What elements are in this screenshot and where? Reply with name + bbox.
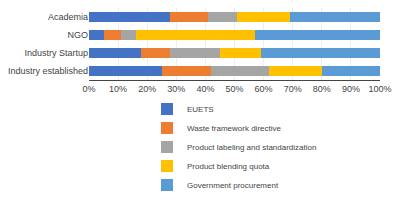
svg-text:80%: 80% (313, 84, 331, 94)
svg-text:NGO: NGO (67, 30, 88, 40)
svg-text:Product labeling and standardi: Product labeling and standardization (187, 143, 316, 152)
svg-text:0%: 0% (82, 84, 95, 94)
svg-text:EUETS: EUETS (187, 105, 214, 114)
svg-text:30%: 30% (167, 84, 185, 94)
svg-text:100%: 100% (368, 84, 391, 94)
svg-text:20%: 20% (138, 84, 156, 94)
svg-text:10%: 10% (109, 84, 127, 94)
svg-text:Waste framework directive: Waste framework directive (187, 124, 282, 133)
svg-text:Government procurement: Government procurement (187, 181, 279, 190)
svg-text:70%: 70% (284, 84, 302, 94)
svg-text:Industry Startup: Industry Startup (24, 48, 88, 58)
svg-text:Product blending quota: Product blending quota (187, 162, 270, 171)
svg-text:60%: 60% (255, 84, 273, 94)
svg-text:Academia: Academia (48, 12, 88, 22)
svg-text:50%: 50% (225, 84, 243, 94)
svg-text:40%: 40% (196, 84, 214, 94)
svg-text:Industry established: Industry established (8, 66, 88, 76)
svg-text:90%: 90% (342, 84, 360, 94)
